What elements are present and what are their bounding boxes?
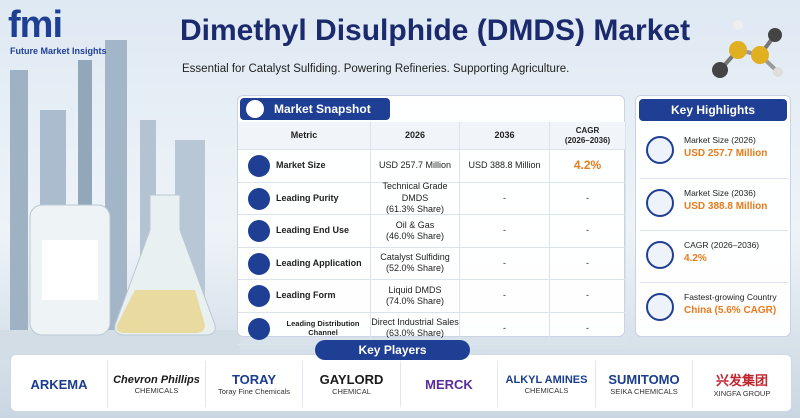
- row-icon: [248, 220, 270, 242]
- cell-line: (2026–2036): [564, 135, 611, 145]
- highlight-label: Fastest-growing Country: [684, 292, 777, 302]
- player-name: GAYLORD: [319, 372, 384, 387]
- highlight-label: CAGR (2026–2036): [684, 240, 760, 250]
- player-sub: Toray Fine Chemicals: [217, 387, 291, 396]
- table-cell: -: [550, 215, 626, 248]
- highlight-label: Market Size (2026): [684, 135, 756, 145]
- highlight-item: Fastest-growing Country China (5.6% CAGR): [640, 282, 788, 330]
- player-logo: 兴发集团 XINGFA GROUP: [694, 361, 791, 407]
- table-cell: -: [460, 215, 550, 248]
- row-icon: [248, 317, 270, 340]
- metric-label: Leading Form: [238, 280, 371, 313]
- row-icon: [248, 252, 270, 275]
- row-icon: [248, 155, 270, 177]
- table-cell: -: [550, 247, 626, 280]
- player-sub: CHEMICAL: [332, 387, 371, 396]
- highlight-item: Market Size (2036) USD 388.8 Million: [640, 178, 788, 226]
- cell-line: (74.0% Share): [385, 295, 445, 306]
- player-sub: SEIKA CHEMICALS: [610, 387, 678, 396]
- metric-label: Leading Purity: [238, 182, 371, 215]
- highlight-icon: [646, 293, 674, 321]
- snapshot-panel: Market Snapshot Metric 2026 2036 CAGR (2026–…: [237, 95, 626, 345]
- cell-line: (46.0% Share): [385, 230, 445, 241]
- highlight-value: 4.2%: [684, 253, 707, 264]
- logo-tagline: Future Market Insights: [10, 46, 107, 56]
- table-cell: Oil & Gas (46.0% Share): [371, 215, 460, 248]
- table-cell: USD 257.7 Million: [371, 150, 460, 183]
- snapshot-icon: [246, 100, 264, 118]
- title: Dimethyl Disulphide (DMDS) Market: [180, 14, 691, 47]
- players-title: Key Players: [315, 340, 470, 360]
- cell-line: Technical Grade DMDS: [382, 181, 448, 203]
- row-icon: [248, 187, 270, 210]
- player-logo: TORAY Toray Fine Chemicals: [206, 361, 303, 407]
- player-sub: CHEMICALS: [134, 385, 179, 395]
- cell-line: Oil & Gas: [395, 219, 435, 230]
- cell-line: Liquid DMDS: [388, 284, 442, 295]
- cell-line: Direct Industrial Sales: [371, 317, 459, 327]
- table-cell: Technical Grade DMDS (61.3% Share): [371, 181, 460, 215]
- player-sub: CHEMICALS: [524, 385, 569, 395]
- column-header: Metric: [238, 122, 371, 150]
- cell-line: CAGR: [575, 125, 600, 135]
- highlight-value: USD 257.7 Million: [684, 148, 768, 159]
- players-strip: ARKEMA Chevron Phillips CHEMICALS TORAY Tora…: [10, 354, 792, 412]
- table-cell: USD 388.8 Million: [460, 150, 550, 183]
- table-cell: 4.2%: [550, 150, 626, 183]
- highlight-item: Market Size (2026) USD 257.7 Million: [640, 126, 788, 174]
- column-header: 2026: [371, 122, 460, 150]
- player-name: Chevron Phillips: [113, 373, 200, 386]
- table-cell: -: [460, 280, 550, 313]
- metric-label: Leading Distribution Channel: [238, 312, 371, 345]
- highlight-value: USD 388.8 Million: [684, 201, 768, 212]
- row-icon: [248, 285, 270, 307]
- highlight-icon: [646, 136, 674, 164]
- cell-line: Catalyst Sulfiding: [380, 252, 450, 262]
- player-name: 兴发集团: [715, 373, 768, 388]
- highlight-icon: [646, 241, 674, 269]
- metric-label: Leading Application: [238, 247, 371, 280]
- table-cell: Liquid DMDS (74.0% Share): [371, 280, 460, 313]
- player-logo: GAYLORD CHEMICAL: [304, 361, 401, 407]
- metric-label: Leading End Use: [238, 215, 371, 248]
- logo: fmi: [8, 4, 63, 46]
- highlight-item: CAGR (2026–2036) 4.2%: [640, 230, 788, 278]
- table-cell: -: [550, 312, 626, 345]
- cell-line: (61.3% Share): [385, 203, 445, 214]
- player-name: ARKEMA: [30, 376, 88, 392]
- subtitle: Essential for Catalyst Sulfiding. Poweri…: [182, 63, 570, 75]
- cell-line: (52.0% Share): [385, 263, 445, 274]
- player-name: TORAY: [231, 372, 277, 387]
- player-logo: ARKEMA: [11, 361, 108, 407]
- table-cell: -: [460, 182, 550, 215]
- player-name: ALKYL AMINES: [505, 373, 588, 386]
- snapshot-title: Market Snapshot: [240, 98, 390, 120]
- column-header: 2036: [460, 122, 550, 150]
- table-cell: Catalyst Sulfiding (52.0% Share): [371, 247, 460, 280]
- cell-line: (63.0% Share): [385, 328, 445, 339]
- molecule-illustration: [712, 20, 783, 78]
- table-cell: -: [550, 280, 626, 313]
- highlights-title: Key Highlights: [639, 99, 787, 121]
- player-logo: MERCK: [401, 361, 498, 407]
- player-name: SUMITOMO: [608, 372, 680, 387]
- highlights-panel: Key Highlights Market Size (2026) USD 257…: [635, 95, 791, 337]
- player-name: MERCK: [425, 376, 473, 392]
- table-cell: -: [460, 247, 550, 280]
- player-logo: Chevron Phillips CHEMICALS: [109, 361, 206, 407]
- player-sub: XINGFA GROUP: [713, 389, 771, 398]
- table-cell: -: [460, 312, 550, 345]
- metric-label: Market Size: [238, 150, 371, 183]
- column-header: CAGR (2026–2036): [550, 122, 626, 150]
- highlight-icon: [646, 189, 674, 217]
- player-logo: ALKYL AMINES CHEMICALS: [499, 361, 596, 407]
- highlight-value: China (5.6% CAGR): [684, 305, 777, 316]
- highlight-label: Market Size (2036): [684, 188, 756, 198]
- player-logo: SUMITOMO SEIKA CHEMICALS: [596, 361, 693, 407]
- table-cell: -: [550, 182, 626, 215]
